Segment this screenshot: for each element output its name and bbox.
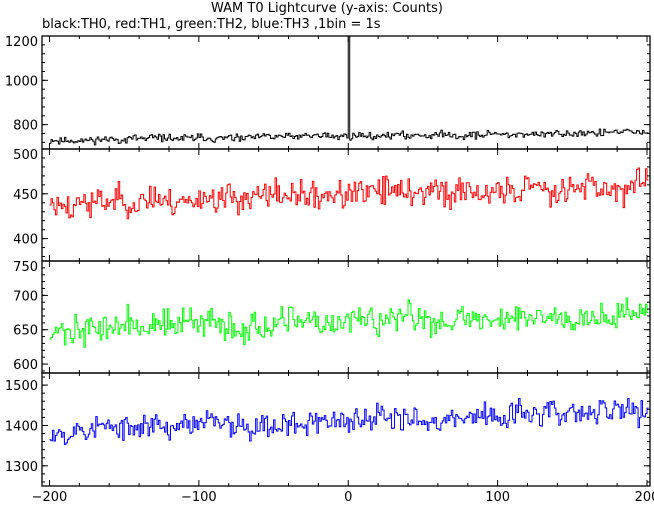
series-line-th3 xyxy=(49,398,649,445)
series-line-th1 xyxy=(49,167,649,220)
x-tick-label: −200 xyxy=(32,490,68,505)
y-tick-label: 700 xyxy=(13,289,38,304)
y-tick-label: 1400 xyxy=(5,419,38,434)
y-tick-label: 600 xyxy=(13,358,38,373)
series-line-th0 xyxy=(49,35,649,146)
y-tick-label: 1000 xyxy=(5,74,38,89)
y-tick-label: 1500 xyxy=(5,379,38,394)
chart-subtitle: black:TH0, red:TH1, green:TH2, blue:TH3 … xyxy=(42,17,381,32)
y-tick-label: 650 xyxy=(13,324,38,339)
y-tick-label: 1200 xyxy=(5,35,38,50)
series-line-th2 xyxy=(49,297,649,348)
y-tick-label: 500 xyxy=(13,148,38,163)
x-tick-label: −100 xyxy=(181,490,217,505)
chart-title: WAM T0 Lightcurve (y-axis: Counts) xyxy=(211,1,443,16)
y-tick-label: 800 xyxy=(13,119,38,134)
x-tick-label: 100 xyxy=(485,490,510,505)
x-tick-label: 0 xyxy=(344,490,352,505)
panel-frame-4 xyxy=(41,372,651,487)
y-tick-label: 450 xyxy=(13,188,38,203)
x-tick-label: 200 xyxy=(635,490,654,505)
y-tick-label: 1300 xyxy=(5,460,38,475)
y-tick-label: 400 xyxy=(13,233,38,248)
y-tick-label: 750 xyxy=(13,260,38,275)
